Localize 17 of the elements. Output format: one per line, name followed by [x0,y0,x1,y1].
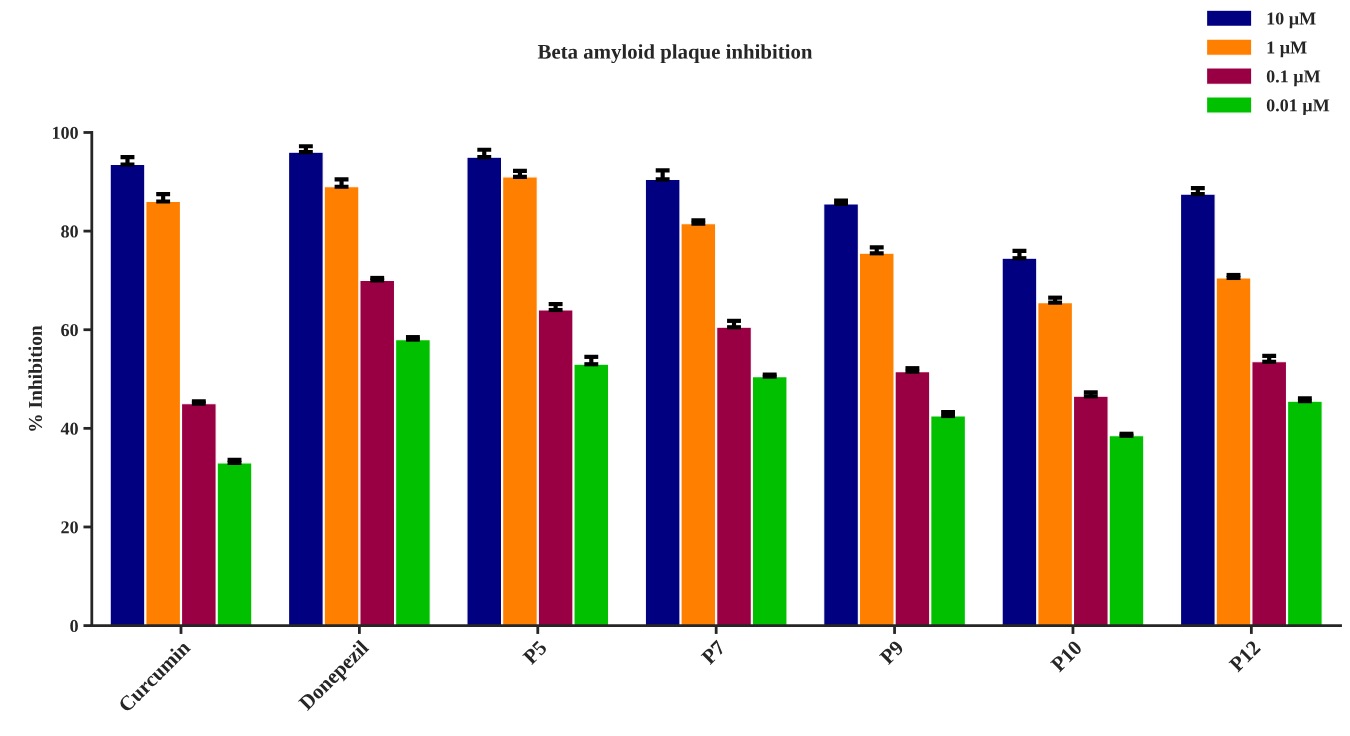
y-tick-label: 0 [70,619,78,633]
x-tick-label: P9 [878,639,905,666]
x-tick-label: P7 [700,639,727,666]
y-tick-label: 100 [52,126,78,139]
chart-title: Beta amyloid plaque inhibition [537,44,813,64]
x-tick-label: P12 [1228,639,1261,673]
y-tick-label: 80 [61,225,78,238]
y-tick-label: 40 [60,422,78,435]
legend-label: 0.01 µM [1266,99,1330,116]
x-tick-label: P5 [522,639,548,666]
legend-label: 10 µM [1267,12,1316,29]
x-tick-label: P10 [1049,639,1083,673]
legend-label: 1 µM [1267,41,1307,58]
y-tick-label: 20 [61,521,78,534]
y-tick-label: 60 [61,323,78,337]
legend-label: 0.1 µM [1266,70,1321,87]
y-axis-title: % Inhibition [28,325,43,431]
